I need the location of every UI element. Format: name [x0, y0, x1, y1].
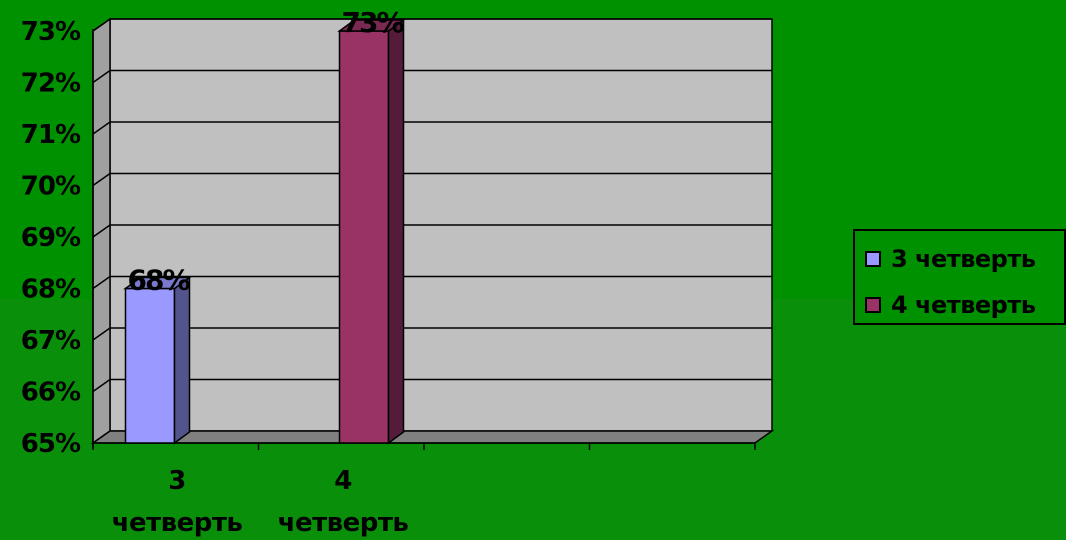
y-tick-label: 71% — [21, 120, 81, 150]
legend-item-3-quarter: 3 четверть — [865, 245, 1036, 273]
x-category-label: 3 — [168, 466, 186, 496]
gridline — [92, 327, 772, 341]
plot-floor — [90, 430, 775, 444]
bar-top-4-quarter — [337, 19, 406, 32]
y-tick-label: 66% — [21, 378, 81, 408]
bar-3-quarter — [124, 287, 176, 444]
y-tick-label: 73% — [21, 17, 81, 47]
x-category-label: 4 — [334, 466, 352, 496]
legend-item-4-quarter: 4 четверть — [865, 291, 1036, 319]
gridline — [92, 121, 772, 135]
bar-top-3-quarter — [123, 276, 192, 290]
bar-side-3-quarter — [173, 276, 191, 445]
legend: 3 четверть 4 четверть — [853, 229, 1066, 325]
legend-label-3-quarter: 3 четверть — [891, 245, 1036, 273]
x-category-label: четверть — [278, 508, 409, 538]
gridline — [92, 18, 772, 32]
y-tick-label: 72% — [21, 69, 81, 99]
gridline — [92, 69, 772, 84]
y-tick-label: 69% — [21, 223, 81, 253]
y-tick-label: 67% — [21, 326, 81, 356]
gridline — [92, 378, 772, 393]
y-tick-label: 65% — [21, 429, 81, 459]
y-tick-label: 68% — [21, 275, 81, 305]
legend-swatch-3-quarter — [865, 251, 881, 267]
legend-swatch-4-quarter — [865, 297, 881, 313]
legend-label-4-quarter: 4 четверть — [891, 291, 1036, 319]
data-label-4-quarter: 73% — [341, 6, 404, 39]
gridline — [92, 275, 772, 290]
x-category-label: четверть — [112, 508, 243, 538]
gridline — [92, 224, 772, 238]
bar-4-quarter — [338, 30, 390, 444]
data-label-3-quarter: 68% — [127, 264, 190, 297]
gridline — [92, 172, 772, 187]
bar-side-4-quarter — [387, 18, 405, 445]
y-tick-label: 70% — [21, 172, 81, 202]
